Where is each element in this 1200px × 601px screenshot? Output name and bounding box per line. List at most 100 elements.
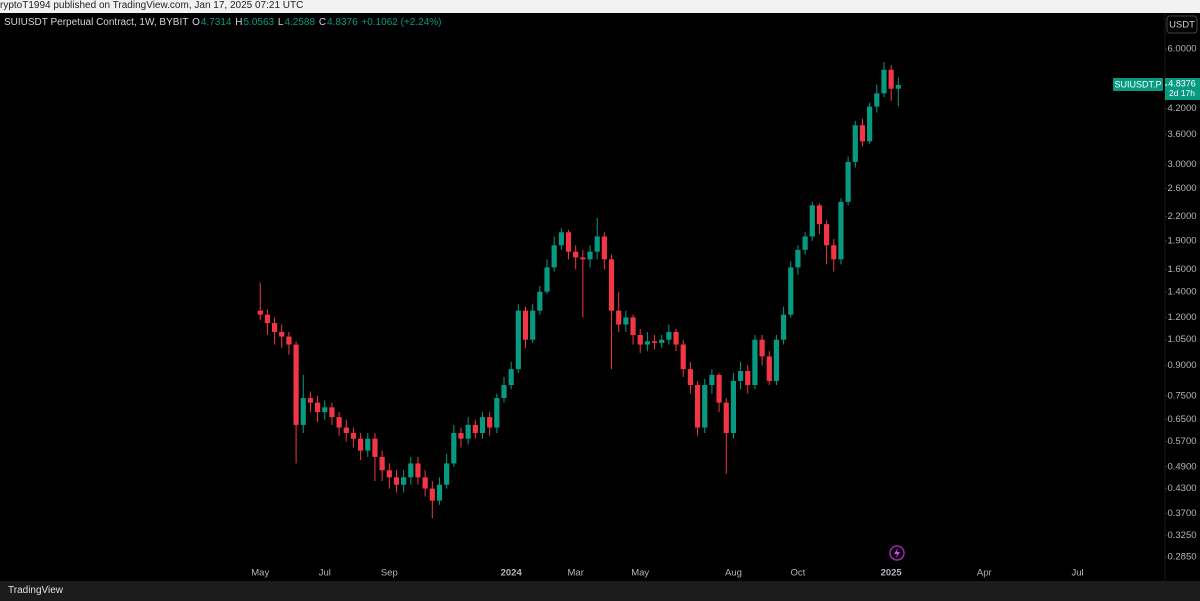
candle-body bbox=[551, 245, 557, 268]
candle-body bbox=[874, 93, 880, 107]
candle-body bbox=[673, 331, 679, 345]
symbol-tag-label: SUIUSDT.P bbox=[1114, 79, 1161, 89]
x-tick-label: Oct bbox=[791, 568, 806, 579]
ohlc-letter: O bbox=[192, 17, 200, 28]
price-tag bbox=[1165, 77, 1200, 100]
candle-body bbox=[838, 201, 844, 260]
candle-body bbox=[867, 106, 873, 142]
symbol-title: SUIUSDT Perpetual Contract, 1W, BYBIT bbox=[4, 17, 189, 28]
ohlc-letter: C bbox=[318, 17, 327, 28]
candle-body bbox=[307, 398, 314, 403]
x-tick-label: 2025 bbox=[881, 568, 903, 579]
y-tick-label: 0.4300 bbox=[1167, 483, 1196, 494]
x-tick-label: Jul bbox=[319, 568, 331, 579]
candle-body bbox=[300, 398, 306, 425]
publish-text: ryptoT1994 published on TradingView.com,… bbox=[0, 0, 304, 11]
publish-bar: ryptoT1994 published on TradingView.com,… bbox=[0, 0, 1200, 13]
candle-body bbox=[594, 236, 600, 252]
ohlc-value: 4.2588 bbox=[284, 17, 316, 28]
ohlc-letter: H bbox=[235, 17, 243, 28]
candle-body bbox=[788, 267, 794, 315]
candle-body bbox=[257, 310, 263, 315]
candle-body bbox=[680, 344, 686, 370]
candle-body bbox=[279, 331, 285, 337]
candle-body bbox=[831, 245, 837, 260]
candle-body bbox=[730, 380, 737, 434]
y-tick-label: 1.6000 bbox=[1167, 264, 1196, 275]
candle-body bbox=[515, 310, 521, 370]
brand: TradingView bbox=[8, 585, 64, 596]
chart-background bbox=[0, 13, 1200, 581]
y-tick-label: 0.9000 bbox=[1167, 360, 1196, 371]
currency-label: USDT bbox=[1169, 20, 1195, 31]
candle-body bbox=[544, 267, 550, 292]
candle-body bbox=[723, 402, 729, 434]
y-tick-label: 3.0000 bbox=[1167, 159, 1196, 170]
candle-body bbox=[659, 339, 665, 343]
y-tick-label: 0.4900 bbox=[1167, 461, 1196, 472]
candle-body bbox=[314, 402, 321, 413]
candle-body bbox=[264, 314, 271, 324]
candle-body bbox=[465, 424, 471, 439]
event-icon-bolt bbox=[894, 548, 900, 558]
x-tick-label: Aug bbox=[725, 568, 742, 579]
candle-body bbox=[479, 417, 486, 434]
candle-body bbox=[716, 374, 722, 403]
y-tick-label: 6.0000 bbox=[1167, 44, 1196, 55]
candle-body bbox=[881, 69, 887, 94]
candle-body bbox=[415, 463, 421, 478]
y-tick-label: 0.2850 bbox=[1167, 552, 1196, 563]
candle-body bbox=[651, 341, 658, 343]
candle-body bbox=[709, 374, 715, 386]
candle-body bbox=[336, 417, 342, 428]
candle-body bbox=[558, 232, 564, 246]
y-tick-label: 0.3250 bbox=[1167, 530, 1196, 541]
y-tick-label: 0.3700 bbox=[1167, 508, 1196, 519]
candle-body bbox=[616, 310, 622, 325]
candle-body bbox=[694, 385, 701, 428]
y-tick-label: 4.2000 bbox=[1167, 103, 1196, 114]
candle-body bbox=[372, 438, 378, 457]
candle-body bbox=[530, 310, 536, 340]
candle-body bbox=[630, 317, 636, 336]
candle-body bbox=[401, 477, 407, 485]
candle-body bbox=[286, 336, 292, 345]
candle-body bbox=[608, 259, 615, 311]
candle-body bbox=[687, 369, 693, 386]
candle-body bbox=[852, 125, 858, 162]
candle-body bbox=[393, 477, 400, 485]
y-tick-label: 0.5700 bbox=[1167, 436, 1196, 447]
y-tick-label: 0.7500 bbox=[1167, 390, 1196, 401]
candle-body bbox=[895, 84, 901, 89]
y-tick-label: 1.4000 bbox=[1167, 286, 1196, 297]
x-tick-label: Apr bbox=[977, 568, 992, 579]
candle-body bbox=[637, 335, 643, 345]
candle-body bbox=[802, 236, 808, 250]
candle-body bbox=[365, 438, 371, 451]
candle-body bbox=[487, 417, 493, 428]
candle-body bbox=[451, 433, 457, 464]
candle-body bbox=[501, 385, 507, 399]
candle-body bbox=[752, 339, 758, 386]
candle-body bbox=[623, 317, 629, 325]
candle-body bbox=[565, 232, 572, 252]
candle-body bbox=[293, 344, 299, 425]
y-tick-label: 2.6000 bbox=[1167, 183, 1196, 194]
change-value: +0.1062 (+2.24%) bbox=[361, 17, 442, 28]
candle-body bbox=[436, 484, 443, 501]
ohlc-value: 4.7314 bbox=[200, 17, 232, 28]
candle-body bbox=[795, 249, 801, 268]
y-tick-label: 2.2000 bbox=[1167, 211, 1196, 222]
event-icon[interactable] bbox=[889, 545, 905, 561]
price-tag-value: 4.8376 bbox=[1168, 78, 1196, 88]
candle-body bbox=[573, 251, 579, 258]
footer: TradingView bbox=[0, 581, 1200, 601]
currency-button[interactable] bbox=[1166, 15, 1198, 34]
candle-body bbox=[508, 369, 514, 386]
candle-body bbox=[386, 470, 392, 478]
y-tick-label: 0.6500 bbox=[1167, 414, 1196, 425]
candle-body bbox=[444, 463, 450, 485]
candle-body bbox=[472, 424, 478, 434]
x-tick-label: 2024 bbox=[501, 568, 523, 579]
